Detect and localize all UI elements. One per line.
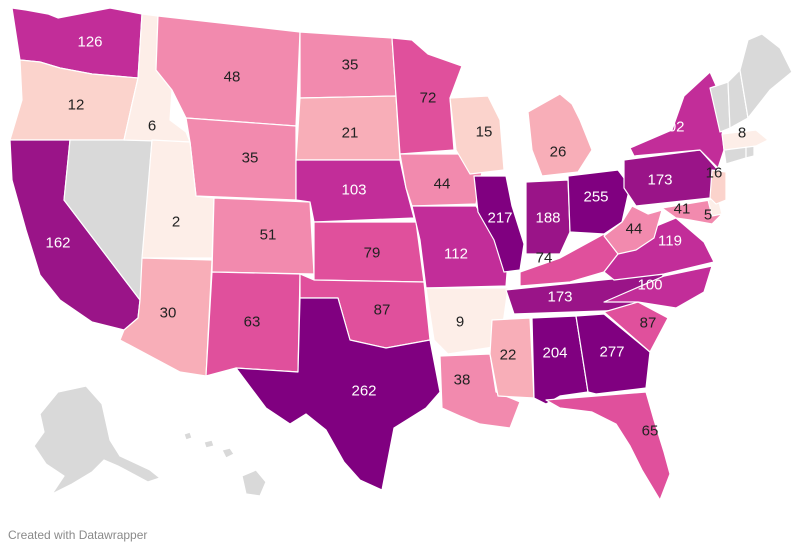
state-value-la: 38 (454, 372, 471, 389)
state-tx (235, 297, 441, 491)
hawaii-island (183, 431, 193, 441)
state-value-ne: 103 (341, 182, 366, 199)
state-value-nm: 63 (244, 314, 261, 331)
state-value-ia: 44 (434, 176, 451, 193)
state-value-va: 119 (658, 233, 682, 250)
choropleth-map: 126 12 162 6 48 35 2 51 30 63 35 21 103 79 87 262 72 44 11… (9, 7, 793, 501)
state-value-wa: 126 (77, 34, 102, 51)
state-value-il: 217 (487, 210, 512, 227)
state-value-mn: 72 (420, 90, 437, 107)
state-value-oh: 255 (583, 189, 608, 206)
state-value-in: 188 (535, 210, 560, 227)
state-in (525, 179, 571, 255)
state-value-pa: 173 (647, 172, 672, 189)
state-ak (33, 385, 161, 495)
state-value-sc: 87 (640, 315, 657, 332)
state-value-sd: 21 (342, 125, 359, 142)
state-value-co: 51 (260, 227, 277, 244)
state-value-al: 204 (542, 345, 567, 362)
state-hi (183, 431, 267, 497)
state-value-tx: 262 (351, 383, 376, 400)
state-value-ca: 162 (45, 235, 70, 252)
hawaii-island (221, 447, 235, 459)
credit-footer: Created with Datawrapper (8, 528, 148, 542)
state-il (473, 175, 525, 273)
state-wv (603, 205, 663, 255)
state-value-ky: 74 (536, 250, 553, 267)
state-value-ny: 102 (659, 119, 684, 136)
state-value-ks: 79 (364, 245, 381, 262)
state-value-mo: 112 (444, 246, 468, 263)
state-mi (527, 93, 593, 177)
state-value-wv: 44 (626, 221, 643, 238)
state-value-wy: 35 (242, 150, 259, 167)
hawaii-island (241, 469, 267, 497)
state-value-mt: 48 (224, 69, 241, 86)
hawaii-island (203, 439, 215, 449)
state-value-nc: 100 (637, 277, 662, 294)
state-value-id: 6 (148, 118, 156, 135)
state-value-tn: 173 (547, 289, 572, 306)
state-value-md: 41 (674, 201, 691, 218)
state-ga (575, 313, 651, 395)
state-wi (449, 95, 505, 175)
state-value-ut: 2 (172, 214, 180, 231)
state-nj (709, 169, 727, 205)
state-me (739, 33, 793, 119)
state-nc (603, 265, 713, 309)
state-value-nd: 35 (342, 57, 359, 74)
state-ne (295, 159, 415, 223)
state-value-ms: 22 (500, 347, 517, 364)
state-sc (603, 301, 669, 353)
state-fl (545, 391, 671, 501)
state-value-fl: 65 (642, 423, 659, 440)
state-value-or: 12 (68, 97, 85, 114)
state-value-de: 5 (704, 207, 712, 224)
state-ms (489, 317, 535, 399)
state-value-nj: 16 (706, 165, 723, 182)
us-map-svg: 1261216264835251306335211037987262724411… (9, 7, 793, 501)
state-value-wi: 15 (476, 124, 493, 141)
state-ri (745, 145, 755, 159)
state-value-ga: 277 (599, 344, 624, 361)
state-value-ma: 8 (738, 125, 746, 142)
state-value-mi: 26 (550, 144, 567, 161)
state-ar (425, 287, 509, 355)
state-wy (185, 117, 297, 201)
state-value-az: 30 (160, 305, 177, 322)
labels-layer: 1261216264835251306335211037987262724411… (45, 34, 746, 440)
state-value-ok: 87 (374, 302, 391, 319)
state-ma (721, 129, 769, 151)
state-value-ar: 9 (456, 314, 464, 331)
states-layer (9, 7, 793, 501)
